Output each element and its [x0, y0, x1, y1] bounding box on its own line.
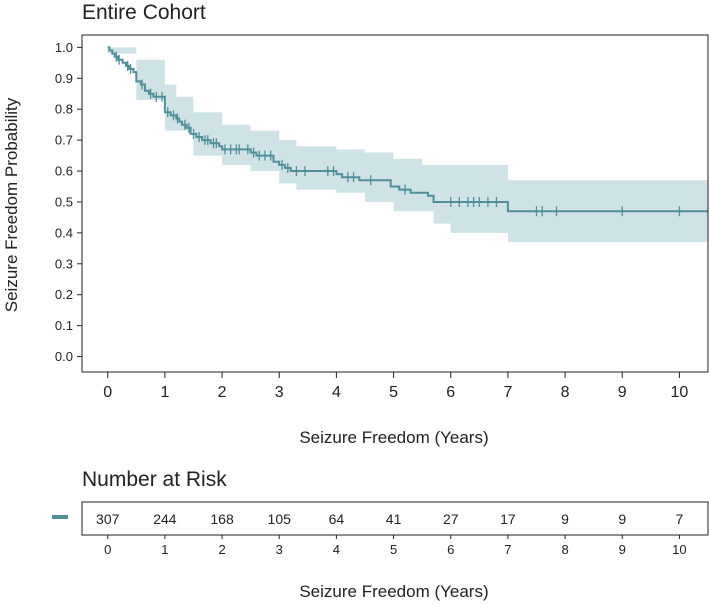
x-tick-label: 2 [218, 384, 227, 401]
risk-tick-label: 7 [504, 542, 511, 557]
y-tick-label: 0.9 [55, 71, 73, 86]
risk-tick-label: 10 [672, 542, 686, 557]
risk-count: 7 [676, 511, 684, 527]
risk-count: 9 [561, 511, 569, 527]
risk-legend-swatch [52, 515, 68, 519]
x-tick-label: 6 [446, 384, 455, 401]
plot-frame [81, 34, 709, 373]
y-tick-label: 0.5 [55, 194, 73, 209]
survival-curve-layer [107, 46, 708, 213]
survival-curve [107, 46, 708, 213]
y-tick-label: 0.2 [55, 287, 73, 302]
risk-count: 105 [268, 511, 292, 527]
x-tick-label: 0 [103, 384, 112, 401]
risk-count: 168 [210, 511, 234, 527]
x-tick-label: 3 [275, 384, 284, 401]
x-tick-label: 7 [503, 384, 512, 401]
risk-count: 307 [96, 511, 120, 527]
risk-count: 64 [329, 511, 345, 527]
risk-tick-label: 3 [276, 542, 283, 557]
y-tick-label: 0.6 [55, 164, 73, 179]
x-tick-label: 1 [160, 384, 169, 401]
chart-title: Entire Cohort [82, 1, 206, 24]
risk-count: 244 [153, 511, 177, 527]
risk-tick-label: 4 [333, 542, 340, 557]
confidence-band-layer [107, 47, 708, 243]
risk-count: 17 [500, 511, 516, 527]
y-axis-label: Seizure Freedom Probability [2, 97, 21, 312]
risk-table-frame [81, 501, 709, 536]
x-tick-label: 9 [618, 384, 627, 401]
y-tick-label: 0.7 [55, 133, 73, 148]
y-tick-label: 0.4 [55, 225, 73, 240]
risk-table-values: 307 0 244 1 168 2 105 3 64 4 41 5 27 6 17 7 9 8 9 9 7 10 [96, 511, 687, 557]
y-axis-ticks: 0.0 0.1 0.2 0.3 0.4 0.5 0.6 0.7 0.8 0.9 1.0 [55, 40, 82, 364]
x-tick-label: 10 [671, 384, 689, 401]
risk-count: 27 [443, 511, 459, 527]
risk-count: 41 [386, 511, 402, 527]
y-tick-label: 0.1 [55, 318, 73, 333]
km-plot: 0.0 0.1 0.2 0.3 0.4 0.5 0.6 0.7 0.8 0.9 1.0 0 1 2 3 4 5… [55, 34, 709, 401]
y-tick-label: 0.0 [55, 349, 73, 364]
x-tick-label: 4 [332, 384, 341, 401]
y-tick-label: 0.3 [55, 256, 73, 271]
x-tick-label: 5 [389, 384, 398, 401]
risk-tick-label: 1 [161, 542, 168, 557]
risk-x-axis-label: Seizure Freedom (Years) [299, 582, 488, 601]
risk-tick-label: 0 [104, 542, 111, 557]
x-axis-ticks: 0 1 2 3 4 5 6 7 8 9 10 [103, 372, 688, 401]
risk-tick-label: 6 [447, 542, 454, 557]
censor-marks-layer [115, 51, 681, 217]
risk-table-title: Number at Risk [82, 468, 227, 491]
risk-tick-label: 8 [561, 542, 568, 557]
x-axis-label: Seizure Freedom (Years) [299, 428, 488, 447]
confidence-band [107, 47, 708, 243]
y-tick-label: 0.8 [55, 102, 73, 117]
x-tick-label: 8 [561, 384, 570, 401]
risk-tick-label: 9 [619, 542, 626, 557]
risk-tick-label: 2 [218, 542, 225, 557]
risk-tick-label: 5 [390, 542, 397, 557]
y-tick-label: 1.0 [55, 40, 73, 55]
risk-count: 9 [618, 511, 626, 527]
